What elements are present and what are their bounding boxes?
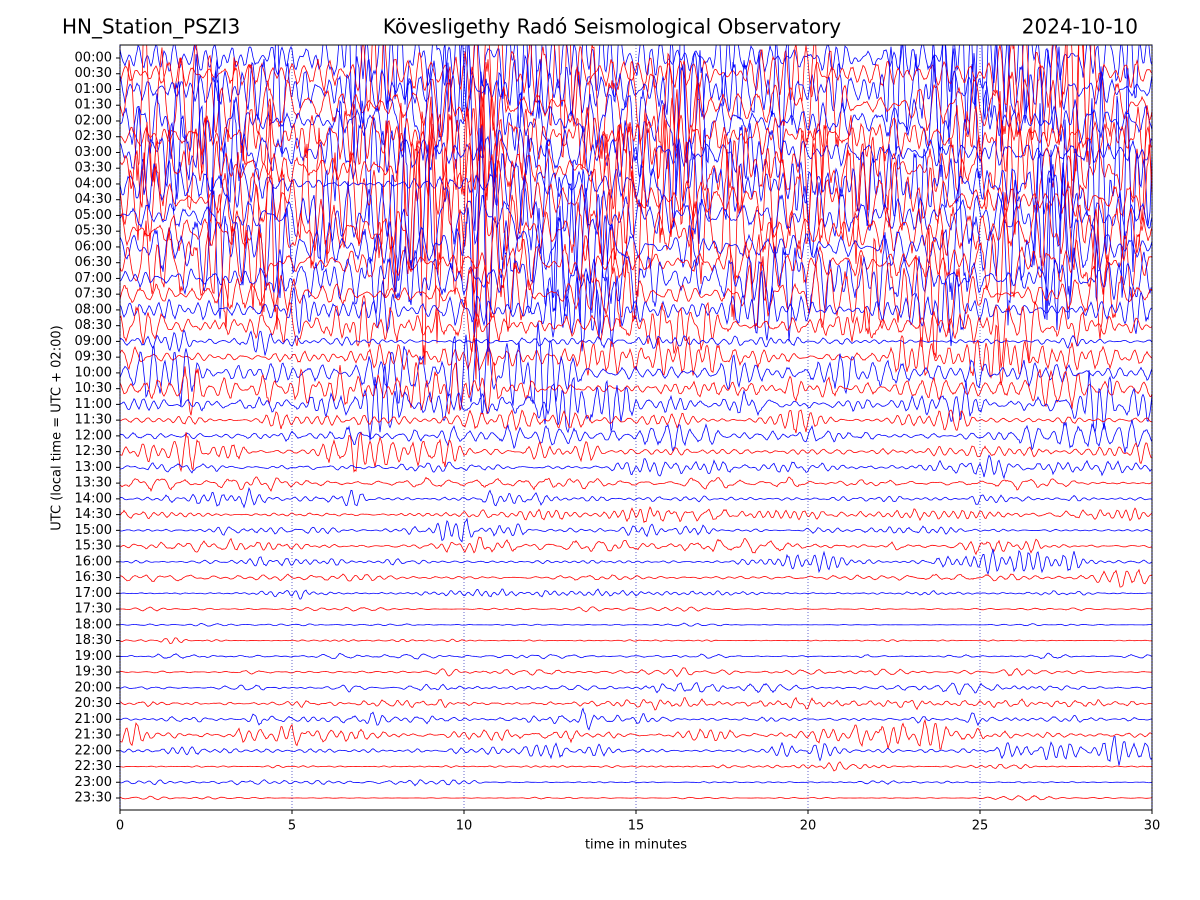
- x-tick-label: 10: [456, 819, 473, 834]
- x-tick-label: 20: [800, 819, 817, 834]
- trace: [120, 192, 1152, 329]
- y-tick-label: 12:30: [75, 444, 112, 459]
- y-tick-label: 22:30: [75, 759, 112, 774]
- y-tick-label: 07:30: [75, 287, 112, 302]
- y-tick-label: 21:30: [75, 728, 112, 743]
- trace: [120, 454, 1152, 480]
- y-tick-label: 08:00: [75, 302, 112, 317]
- y-tick-label: 18:00: [75, 617, 112, 632]
- y-tick-label: 22:00: [75, 743, 112, 758]
- y-tick-label: 12:00: [75, 428, 112, 443]
- trace: [120, 761, 1152, 772]
- chart-title: Kövesligethy Radó Seismological Observat…: [383, 15, 841, 39]
- y-tick-label: 17:00: [75, 586, 112, 601]
- trace: [120, 294, 1152, 368]
- trace: [120, 506, 1152, 524]
- y-tick-label: 04:00: [75, 176, 112, 191]
- y-tick-label: 15:30: [75, 539, 112, 554]
- y-tick-label: 06:30: [75, 255, 112, 270]
- trace: [120, 476, 1152, 493]
- x-tick-label: 0: [116, 819, 124, 834]
- y-tick-label: 08:30: [75, 318, 112, 333]
- y-tick-label: 00:30: [75, 66, 112, 81]
- y-tick-label: 05:00: [75, 208, 112, 223]
- trace: [120, 419, 1152, 453]
- y-tick-label: 02:30: [75, 129, 112, 144]
- trace: [120, 536, 1152, 556]
- y-tick-label: 11:00: [75, 397, 112, 412]
- trace: [120, 637, 1152, 645]
- trace: [120, 588, 1152, 600]
- x-tick-label: 5: [288, 819, 296, 834]
- trace: [120, 707, 1152, 731]
- y-tick-label: 07:00: [75, 271, 112, 286]
- trace: [120, 324, 1152, 386]
- y-tick-label: 13:30: [75, 476, 112, 491]
- trace: [120, 227, 1152, 359]
- y-tick-label: 16:30: [75, 570, 112, 585]
- x-axis-label: time in minutes: [585, 838, 687, 853]
- x-tick-label: 25: [972, 819, 989, 834]
- y-tick-label: 03:30: [75, 161, 112, 176]
- trace: [120, 568, 1152, 588]
- y-tick-label: 14:30: [75, 507, 112, 522]
- trace: [120, 329, 1152, 356]
- date-label: 2024-10-10: [1022, 15, 1138, 39]
- y-tick-label: 23:30: [75, 791, 112, 806]
- x-tick-label: 30: [1144, 819, 1161, 834]
- y-tick-label: 23:00: [75, 775, 112, 790]
- y-tick-label: 03:00: [75, 145, 112, 160]
- y-tick-label: 02:00: [75, 113, 112, 128]
- y-tick-label: 17:30: [75, 602, 112, 617]
- y-tick-label: 18:30: [75, 633, 112, 648]
- y-tick-label: 19:30: [75, 665, 112, 680]
- y-tick-label: 09:00: [75, 334, 112, 349]
- y-tick-label: 01:00: [75, 82, 112, 97]
- y-tick-label: 05:30: [75, 224, 112, 239]
- x-tick-label: 15: [628, 819, 645, 834]
- y-tick-label: 00:00: [75, 51, 112, 66]
- y-tick-label: 11:30: [75, 413, 112, 428]
- y-tick-label: 15:00: [75, 523, 112, 538]
- station-label: HN_Station_PSZI3: [62, 15, 240, 39]
- y-tick-label: 10:00: [75, 365, 112, 380]
- y-tick-label: 16:00: [75, 554, 112, 569]
- y-tick-label: 13:00: [75, 460, 112, 475]
- y-tick-label: 21:00: [75, 712, 112, 727]
- y-tick-label: 09:30: [75, 350, 112, 365]
- trace: [120, 652, 1152, 660]
- y-tick-label: 04:30: [75, 192, 112, 207]
- trace: [120, 718, 1152, 750]
- y-tick-label: 01:30: [75, 98, 112, 113]
- y-axis-label: UTC (local time = UTC + 02:00): [50, 325, 65, 530]
- y-tick-label: 14:00: [75, 491, 112, 506]
- y-tick-label: 20:30: [75, 696, 112, 711]
- y-tick-label: 06:00: [75, 239, 112, 254]
- y-tick-label: 19:00: [75, 649, 112, 664]
- y-tick-label: 20:00: [75, 680, 112, 695]
- trace: [120, 794, 1152, 802]
- y-tick-label: 10:30: [75, 381, 112, 396]
